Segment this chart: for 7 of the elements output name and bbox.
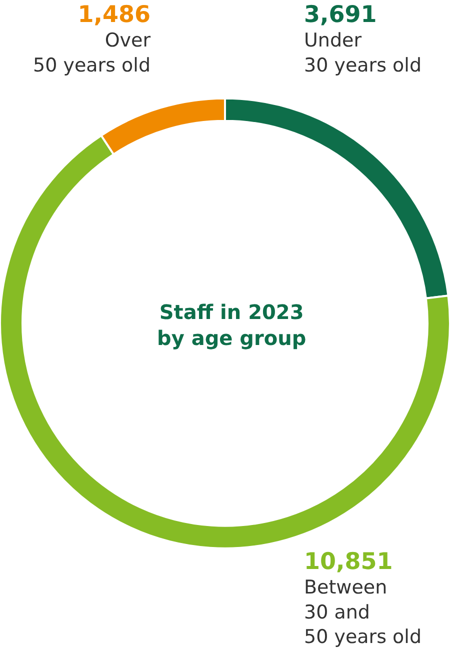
data-label: 1,486 bbox=[78, 2, 151, 28]
data-label: 3,691 bbox=[304, 2, 377, 28]
slice-label: Over 50 years old bbox=[33, 30, 151, 76]
slice-label: Under 30 years old bbox=[304, 30, 422, 76]
text: Staff in 2023 by age group bbox=[157, 300, 306, 350]
slice-label: Between 30 and 50 years old bbox=[304, 576, 422, 648]
data-label: 10,851 bbox=[304, 549, 393, 575]
